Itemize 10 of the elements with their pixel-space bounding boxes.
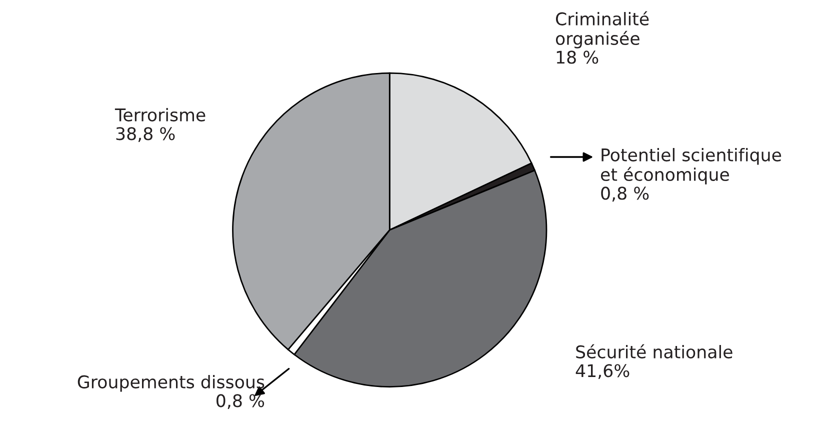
data-label: 41,6% xyxy=(576,364,630,379)
slice-label: Sécurité nationale xyxy=(576,344,732,358)
slice-label: Groupements dissous xyxy=(78,375,264,392)
data-label: 0,8 % xyxy=(216,394,264,409)
slice-label: Terrorisme xyxy=(114,108,206,122)
data-label: 18 % xyxy=(556,50,598,64)
data-label: 38,8 % xyxy=(116,127,175,142)
slice-label: Potentiel scientifique et économique xyxy=(600,148,782,184)
slice-label: Criminalité organisée xyxy=(556,11,649,48)
data-label: 0,8 % xyxy=(601,186,649,202)
